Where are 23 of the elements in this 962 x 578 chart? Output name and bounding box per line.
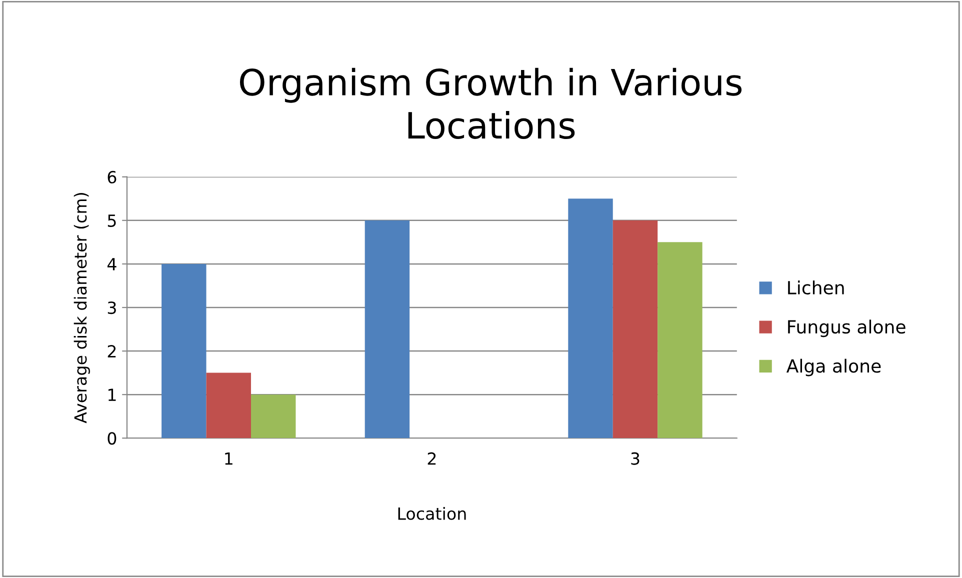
legend-label: Fungus alone [788,320,906,338]
x-tick-label: 1 [225,452,232,465]
legend-label: Alga alone [786,358,881,376]
x-tick-label: 3 [631,452,640,465]
bar [658,242,702,438]
y-axis-title: Average disk diameter (cm) [74,193,90,424]
chart-title: Organism Growth in Various Locations [240,68,742,139]
bar [568,198,613,438]
y-tick-label: 3 [108,301,116,314]
bar [612,220,658,438]
legend-label: Lichen [788,280,844,294]
bar [364,220,410,438]
x-axis-title: Location [398,507,466,520]
y-tick-label: 5 [108,214,116,227]
x-tick-label: 2 [428,452,436,465]
y-tick-label: 6 [108,170,116,184]
y-tick-label: 1 [108,388,116,401]
y-tick-label: 2 [108,345,116,358]
y-tick-label: 0 [108,432,116,445]
bar [162,264,206,438]
bar [251,394,296,438]
bar [206,372,251,438]
y-tick-label: 4 [107,258,116,270]
